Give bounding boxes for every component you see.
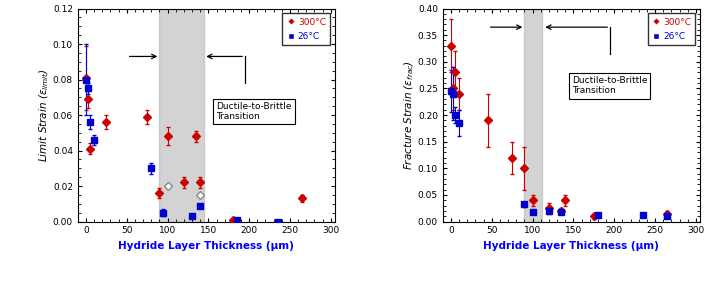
Bar (525, 9, 542, 222)
Legend: 300°C, 26°C: 300°C, 26°C (648, 13, 696, 45)
Text: Ductile-to-Brittle
Transition: Ductile-to-Brittle Transition (572, 76, 648, 95)
Bar (159, 9, 204, 222)
Text: Ductile-to-Brittle
Transition: Ductile-to-Brittle Transition (216, 102, 292, 121)
Y-axis label: Fracture Strain ($\varepsilon_{frac}$): Fracture Strain ($\varepsilon_{frac}$) (403, 60, 416, 170)
Legend: 300°C, 26°C: 300°C, 26°C (283, 13, 330, 45)
Y-axis label: Limit Strain ($\varepsilon_{limit}$): Limit Strain ($\varepsilon_{limit}$) (37, 68, 52, 162)
X-axis label: Hydride Layer Thickness (μm): Hydride Layer Thickness (μm) (118, 241, 294, 251)
X-axis label: Hydride Layer Thickness (μm): Hydride Layer Thickness (μm) (484, 241, 660, 251)
